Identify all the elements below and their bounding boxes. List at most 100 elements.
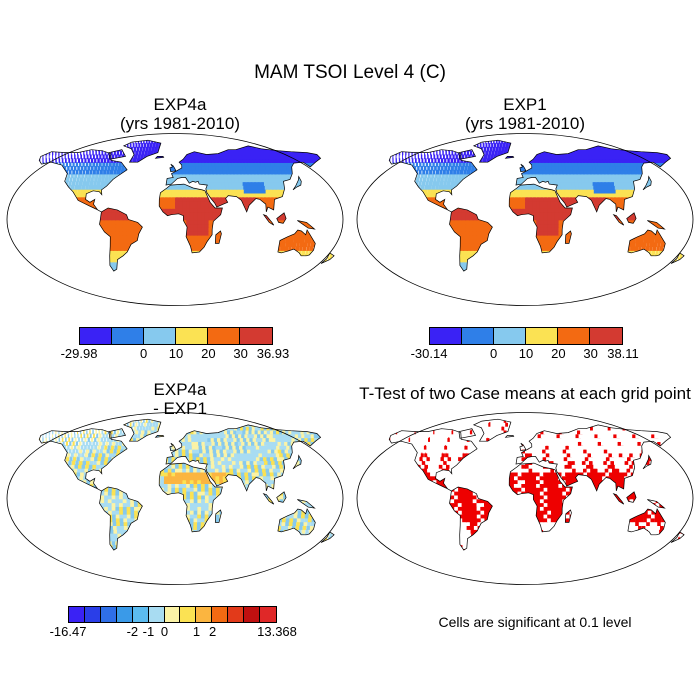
colorbar-swatch — [80, 328, 112, 344]
coastline-newzealand — [320, 531, 335, 543]
colorbar-tick-label: -29.98 — [60, 346, 98, 361]
colorbar-tick-label: -16.47 — [49, 624, 87, 639]
coastline-eurasia — [165, 424, 322, 492]
coastline-borneo — [276, 212, 287, 224]
colorbar-swatch — [84, 607, 101, 622]
colorbar-tick-label: 20 — [551, 346, 566, 361]
coastline-borneo — [626, 212, 637, 224]
coastline-greenland — [472, 418, 512, 442]
coastline-africa — [508, 462, 573, 533]
coastline-africa — [508, 183, 573, 254]
colorbar-difference — [68, 606, 277, 623]
coastline-greenland — [122, 418, 162, 442]
coastline-newzealand — [320, 252, 335, 264]
coastline-uk — [519, 442, 527, 452]
map-boundary — [356, 133, 694, 306]
panel-title-line2: (yrs 1981-2010) — [464, 114, 585, 133]
coastline-iceland — [154, 435, 165, 438]
panel-title-line1: EXP1 — [503, 95, 547, 114]
coastline-eurasia — [515, 424, 672, 492]
colorbar-swatch — [196, 607, 213, 622]
colorbar-tick-label: 36.93 — [256, 346, 290, 361]
colorbar-exp1 — [429, 327, 623, 345]
coastline-eurasia — [165, 145, 322, 213]
coastline-newguinea — [297, 499, 316, 509]
coastline-madagascar — [214, 230, 222, 244]
coastline-northAmerica — [38, 428, 128, 492]
colorbar-tick-label: 0 — [160, 624, 169, 639]
coastline-northAmerica — [388, 428, 478, 492]
map-boundary — [356, 412, 694, 585]
colorbar-tick-label: 0 — [489, 346, 498, 361]
colorbar-swatch — [558, 328, 590, 344]
colorbar-tick-label: -1 — [142, 624, 155, 639]
coastline-madagascar — [214, 509, 222, 523]
coastline-southAmerica — [99, 207, 143, 272]
coastline-iceland — [504, 156, 515, 159]
colorbar-swatch — [212, 607, 229, 622]
coastline-northAmerica — [38, 149, 128, 213]
coastline-japan — [642, 175, 652, 191]
map-boundary — [6, 412, 344, 585]
panel-title-exp1: EXP1 (yrs 1981-2010) — [360, 95, 690, 133]
land-field — [389, 419, 685, 551]
coastline-madagascar — [564, 509, 572, 523]
colorbar-tick-label: 1 — [192, 624, 201, 639]
colorbar-tick-label: 38.11 — [607, 346, 639, 361]
coastline-northAmerica — [388, 149, 478, 213]
coastline-southAmerica — [449, 207, 493, 272]
coastline-iceland — [504, 435, 515, 438]
coastline-sumatra — [612, 492, 625, 505]
colorbar-swatch — [144, 328, 176, 344]
colorbar-tick-label: 30 — [583, 346, 598, 361]
panel-title-line1: EXP4a — [153, 95, 207, 114]
coastline-newzealand — [670, 252, 685, 264]
panel-title-line2: (yrs 1981-2010) — [119, 114, 240, 133]
colorbar-swatch — [116, 607, 133, 622]
colorbar-tick-label: -30.14 — [410, 346, 448, 361]
colorbar-tick-label: 2 — [209, 624, 217, 639]
coastline-baffin — [458, 149, 477, 160]
coastline-africa — [158, 462, 223, 533]
map-boundary — [6, 133, 344, 306]
colorbar-tick-label: 10 — [168, 346, 184, 361]
coastline-newzealand — [670, 531, 685, 543]
coastline-southAmerica — [449, 486, 493, 551]
panel-title-line1: EXP4a — [153, 380, 207, 399]
land-field — [39, 419, 335, 551]
colorbar-swatch — [180, 607, 197, 622]
coastline-uk — [169, 163, 177, 173]
coastline-japan — [292, 454, 302, 470]
coastline-greenland — [472, 139, 512, 163]
colorbar-swatch — [240, 328, 272, 344]
colorbar-swatch — [69, 607, 85, 622]
coastline-greenland — [122, 139, 162, 163]
coastline-japan — [292, 175, 302, 191]
colorbar-tick-label: -2 — [126, 624, 139, 639]
colorbar-swatch — [462, 328, 494, 344]
panel-title-ttest: T-Test of two Case means at each grid po… — [359, 384, 691, 403]
coastline-japan — [642, 454, 652, 470]
colorbar-tick-label: 10 — [518, 346, 534, 361]
colorbar-swatch — [132, 607, 149, 622]
significance-note: Cells are significant at 0.1 level — [438, 614, 632, 630]
colorbar-swatch — [208, 328, 240, 344]
coastline-sumatra — [262, 213, 275, 226]
coastline-africa — [158, 183, 223, 254]
coastline-baffin — [108, 428, 127, 439]
land-field — [389, 140, 685, 272]
coastline-newguinea — [647, 220, 666, 230]
coastline-australia — [277, 508, 316, 536]
colorbar-swatch — [164, 607, 181, 622]
colorbar-swatch — [244, 607, 261, 622]
coastline-southAmerica — [99, 486, 143, 551]
coastline-baffin — [108, 149, 127, 160]
coastline-baffin — [458, 428, 477, 439]
figure-title: MAM TSOI Level 4 (C) — [254, 62, 446, 83]
colorbar-swatch — [100, 607, 117, 622]
coastline-borneo — [276, 491, 287, 503]
coastline-borneo — [626, 491, 637, 503]
coastline-uk — [519, 163, 527, 173]
coastline-australia — [627, 508, 666, 536]
colorbar-swatch — [176, 328, 208, 344]
